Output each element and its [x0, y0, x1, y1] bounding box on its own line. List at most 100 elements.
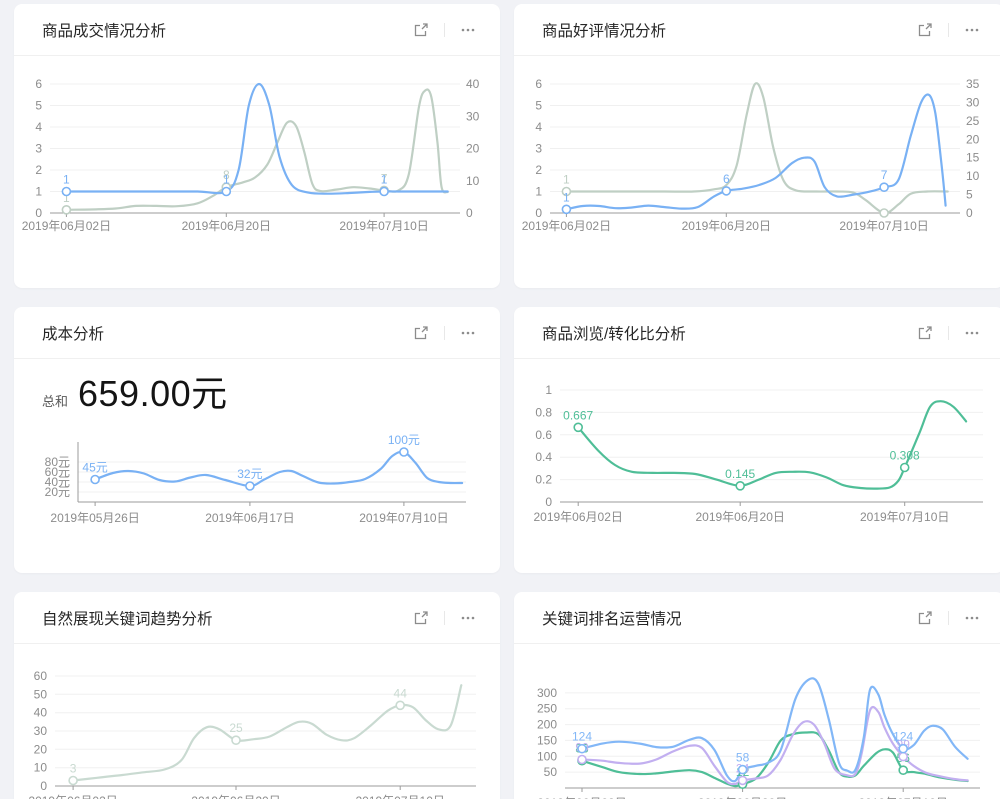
more-ellipsis-icon[interactable] [458, 608, 478, 628]
svg-text:1: 1 [223, 173, 230, 187]
panel-toolbar [411, 323, 478, 343]
panel-toolbar [915, 323, 982, 343]
panel-title: 关键词排名运营情况 [542, 610, 682, 628]
panel-title: 商品浏览/转化比分析 [542, 325, 686, 343]
svg-text:20: 20 [466, 142, 480, 156]
svg-text:1: 1 [535, 185, 542, 199]
review-analysis-line-chart[interactable]: 0 1 2 3 4 5 6 0 5 10 15 20 25 30 35 2019年06月02日 2019年06月… [514, 56, 1000, 275]
svg-text:2019年07月10日: 2019年07月10日 [355, 794, 444, 799]
toolbar-divider [948, 22, 949, 37]
svg-text:1: 1 [563, 190, 570, 204]
svg-text:20元: 20元 [45, 485, 70, 499]
svg-text:25: 25 [966, 114, 980, 128]
panel-title: 商品好评情况分析 [542, 22, 667, 40]
conversion-line-chart[interactable]: 0 0.2 0.4 0.6 0.8 1 2019年06月02日 2019年06月20日 2019… [514, 359, 1000, 573]
more-ellipsis-icon[interactable] [962, 608, 982, 628]
svg-text:5: 5 [966, 188, 973, 202]
svg-text:60元: 60元 [45, 465, 70, 479]
open-in-new-icon[interactable] [915, 608, 935, 628]
svg-text:2019年06月20日: 2019年06月20日 [695, 510, 784, 524]
svg-text:100: 100 [537, 749, 557, 763]
more-ellipsis-icon[interactable] [458, 20, 478, 40]
svg-text:0: 0 [966, 206, 973, 220]
panel-header: 商品成交情况分析 [14, 4, 500, 56]
svg-text:200: 200 [537, 718, 557, 732]
panel-conversion-analysis: 商品浏览/转化比分析 0 0.2 0.4 0.6 0.8 1 2019年06月02日 2019… [514, 307, 1000, 573]
svg-text:35: 35 [966, 77, 980, 91]
panel-title: 商品成交情况分析 [42, 22, 167, 40]
panel-header: 关键词排名运营情况 [514, 592, 1000, 644]
svg-text:0.308: 0.308 [890, 449, 920, 463]
svg-text:100元: 100元 [388, 433, 420, 447]
svg-text:0: 0 [35, 206, 42, 220]
open-in-new-icon[interactable] [411, 323, 431, 343]
svg-text:2019年05月26日: 2019年05月26日 [50, 511, 139, 525]
svg-text:44: 44 [394, 686, 408, 700]
svg-text:2019年06月20日: 2019年06月20日 [698, 796, 787, 799]
svg-text:1: 1 [381, 173, 388, 187]
svg-text:40元: 40元 [45, 475, 70, 489]
open-in-new-icon[interactable] [411, 608, 431, 628]
toolbar-divider [444, 22, 445, 37]
svg-text:2019年06月02日: 2019年06月02日 [22, 219, 111, 233]
svg-text:15: 15 [966, 151, 980, 165]
svg-text:0.2: 0.2 [535, 473, 552, 487]
cost-analysis-line-chart[interactable]: 20元 40元 60元 80元 2019年05月26日 2019年06月17日 2019年0… [14, 359, 500, 573]
svg-text:2019年06月20日: 2019年06月20日 [682, 219, 771, 233]
svg-text:7: 7 [881, 168, 888, 182]
svg-text:3: 3 [535, 142, 542, 156]
panel-header: 商品浏览/转化比分析 [514, 307, 1000, 359]
svg-text:1: 1 [563, 173, 570, 187]
svg-text:20: 20 [966, 132, 980, 146]
svg-text:40: 40 [466, 77, 480, 91]
svg-text:250: 250 [537, 702, 557, 716]
deal-analysis-line-chart[interactable]: 0 1 2 3 4 5 6 0 10 20 30 40 2019年06月02日 2019年06月20日 20… [14, 56, 500, 275]
more-ellipsis-icon[interactable] [962, 323, 982, 343]
svg-text:58: 58 [736, 751, 750, 765]
svg-text:2019年07月10日: 2019年07月10日 [860, 510, 949, 524]
svg-text:2019年06月02日: 2019年06月02日 [28, 794, 117, 799]
svg-text:2019年06月02日: 2019年06月02日 [537, 796, 626, 799]
open-in-new-icon[interactable] [915, 20, 935, 40]
panel-title: 自然展现关键词趋势分析 [42, 610, 213, 628]
svg-text:0.4: 0.4 [535, 450, 552, 464]
svg-text:0.145: 0.145 [725, 467, 755, 481]
svg-text:124: 124 [572, 730, 592, 744]
open-in-new-icon[interactable] [411, 20, 431, 40]
svg-text:40: 40 [34, 706, 48, 720]
toolbar-divider [948, 325, 949, 340]
svg-text:2: 2 [535, 163, 542, 177]
svg-text:10: 10 [34, 761, 48, 775]
keyword-trend-line-chart[interactable]: 0 10 20 30 40 50 60 2019年06月02日 2019年06月20日 2019年… [14, 644, 500, 799]
panel-toolbar [411, 20, 478, 40]
svg-text:2019年06月02日: 2019年06月02日 [533, 510, 622, 524]
svg-text:10: 10 [966, 169, 980, 183]
svg-text:124: 124 [893, 730, 913, 744]
cost-summary-label: 总和 [42, 394, 69, 409]
open-in-new-icon[interactable] [915, 323, 935, 343]
svg-text:2019年06月20日: 2019年06月20日 [191, 794, 280, 799]
more-ellipsis-icon[interactable] [458, 323, 478, 343]
svg-text:0: 0 [466, 206, 473, 220]
svg-text:2019年07月10日: 2019年07月10日 [858, 796, 947, 799]
panel-toolbar [915, 608, 982, 628]
svg-text:0: 0 [535, 206, 542, 220]
svg-text:5: 5 [535, 99, 542, 113]
svg-text:2019年07月10日: 2019年07月10日 [339, 219, 428, 233]
more-ellipsis-icon[interactable] [962, 20, 982, 40]
panel-header: 成本分析 [14, 307, 500, 359]
svg-text:60: 60 [34, 669, 48, 683]
panel-header: 商品好评情况分析 [514, 4, 1000, 56]
panel-toolbar [411, 608, 478, 628]
panel-title: 成本分析 [42, 325, 105, 343]
toolbar-divider [948, 610, 949, 625]
svg-text:0.667: 0.667 [563, 408, 593, 422]
panel-keyword-trend: 自然展现关键词趋势分析 0 10 20 30 40 50 60 2019年06月02日 2019… [14, 592, 500, 799]
svg-text:6: 6 [35, 77, 42, 91]
svg-text:0: 0 [40, 779, 47, 793]
svg-text:30: 30 [966, 95, 980, 109]
svg-text:0: 0 [545, 495, 552, 509]
svg-text:5: 5 [35, 99, 42, 113]
